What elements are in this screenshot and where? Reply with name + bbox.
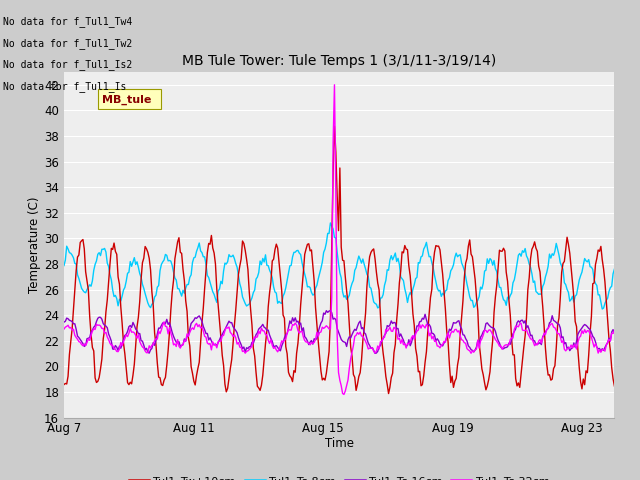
Text: No data for f_Tul1_Is: No data for f_Tul1_Is <box>3 81 127 92</box>
Text: No data for f_Tul1_Is2: No data for f_Tul1_Is2 <box>3 59 132 70</box>
Text: MB_tule: MB_tule <box>102 95 151 106</box>
Y-axis label: Temperature (C): Temperature (C) <box>28 196 42 293</box>
X-axis label: Time: Time <box>324 437 354 450</box>
Text: No data for f_Tul1_Tw4: No data for f_Tul1_Tw4 <box>3 16 132 27</box>
Title: MB Tule Tower: Tule Temps 1 (3/1/11-3/19/14): MB Tule Tower: Tule Temps 1 (3/1/11-3/19… <box>182 54 497 68</box>
Text: No data for f_Tul1_Tw2: No data for f_Tul1_Tw2 <box>3 37 132 48</box>
Legend: Tul1_Tw+10cm, Tul1_Ts-8cm, Tul1_Ts-16cm, Tul1_Ts-32cm: Tul1_Tw+10cm, Tul1_Ts-8cm, Tul1_Ts-16cm,… <box>125 471 554 480</box>
